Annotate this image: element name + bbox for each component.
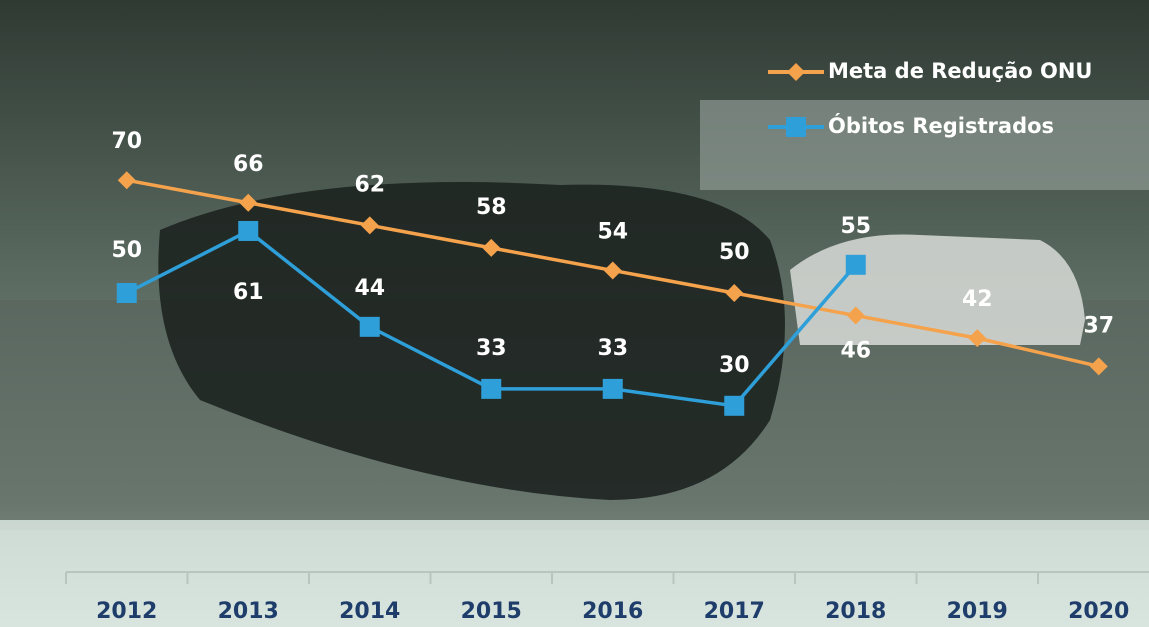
photo-ground <box>0 520 1149 627</box>
legend-label: Meta de Redução ONU <box>828 59 1092 83</box>
data-label: 50 <box>719 240 750 265</box>
marker <box>725 284 744 302</box>
x-tick-label: 2015 <box>461 599 522 624</box>
x-tick-label: 2014 <box>339 599 400 624</box>
x-tick-label: 2013 <box>218 599 279 624</box>
data-label: 61 <box>233 280 264 305</box>
marker <box>724 395 745 416</box>
marker <box>359 316 380 337</box>
legend: Meta de Redução ONU Óbitos Registrados <box>768 59 1092 138</box>
marker <box>360 216 379 235</box>
plot-area: 2012 2013 2014 2015 2016 2017 2018 2019 2020 70 66… <box>65 129 1129 624</box>
legend-marker <box>787 63 805 81</box>
data-label: 62 <box>354 172 385 197</box>
marker <box>845 254 866 275</box>
marker <box>238 220 259 241</box>
marker <box>1089 357 1108 376</box>
marker <box>602 378 623 399</box>
x-tick-label: 2018 <box>825 599 886 624</box>
data-label: 70 <box>111 129 142 154</box>
photo-wall <box>700 100 1149 190</box>
x-tick-label: 2016 <box>582 599 643 624</box>
x-tick-label: 2017 <box>704 599 765 624</box>
marker <box>117 171 136 190</box>
data-label: 44 <box>354 276 385 301</box>
data-label: 42 <box>962 287 993 312</box>
photo-car <box>158 182 785 500</box>
data-label: 55 <box>840 214 871 239</box>
data-label: 58 <box>476 195 507 220</box>
marker <box>481 378 502 399</box>
data-label: 50 <box>111 238 142 263</box>
x-tick-label: 2019 <box>947 599 1008 624</box>
legend-label: Óbitos Registrados <box>828 113 1054 138</box>
data-label: 30 <box>719 353 750 378</box>
marker <box>482 238 501 257</box>
marker <box>116 283 137 303</box>
marker <box>603 261 622 280</box>
data-label: 54 <box>597 219 628 244</box>
x-tick-label: 2012 <box>96 599 157 624</box>
legend-marker <box>786 117 806 137</box>
data-label: 33 <box>476 336 507 361</box>
data-label: 33 <box>597 336 628 361</box>
data-label: 37 <box>1083 313 1114 338</box>
marker <box>968 329 987 348</box>
x-tick-label: 2020 <box>1068 599 1129 624</box>
marker <box>239 193 258 212</box>
data-label: 66 <box>233 152 264 177</box>
marker <box>846 306 865 325</box>
data-label: 46 <box>840 339 871 364</box>
